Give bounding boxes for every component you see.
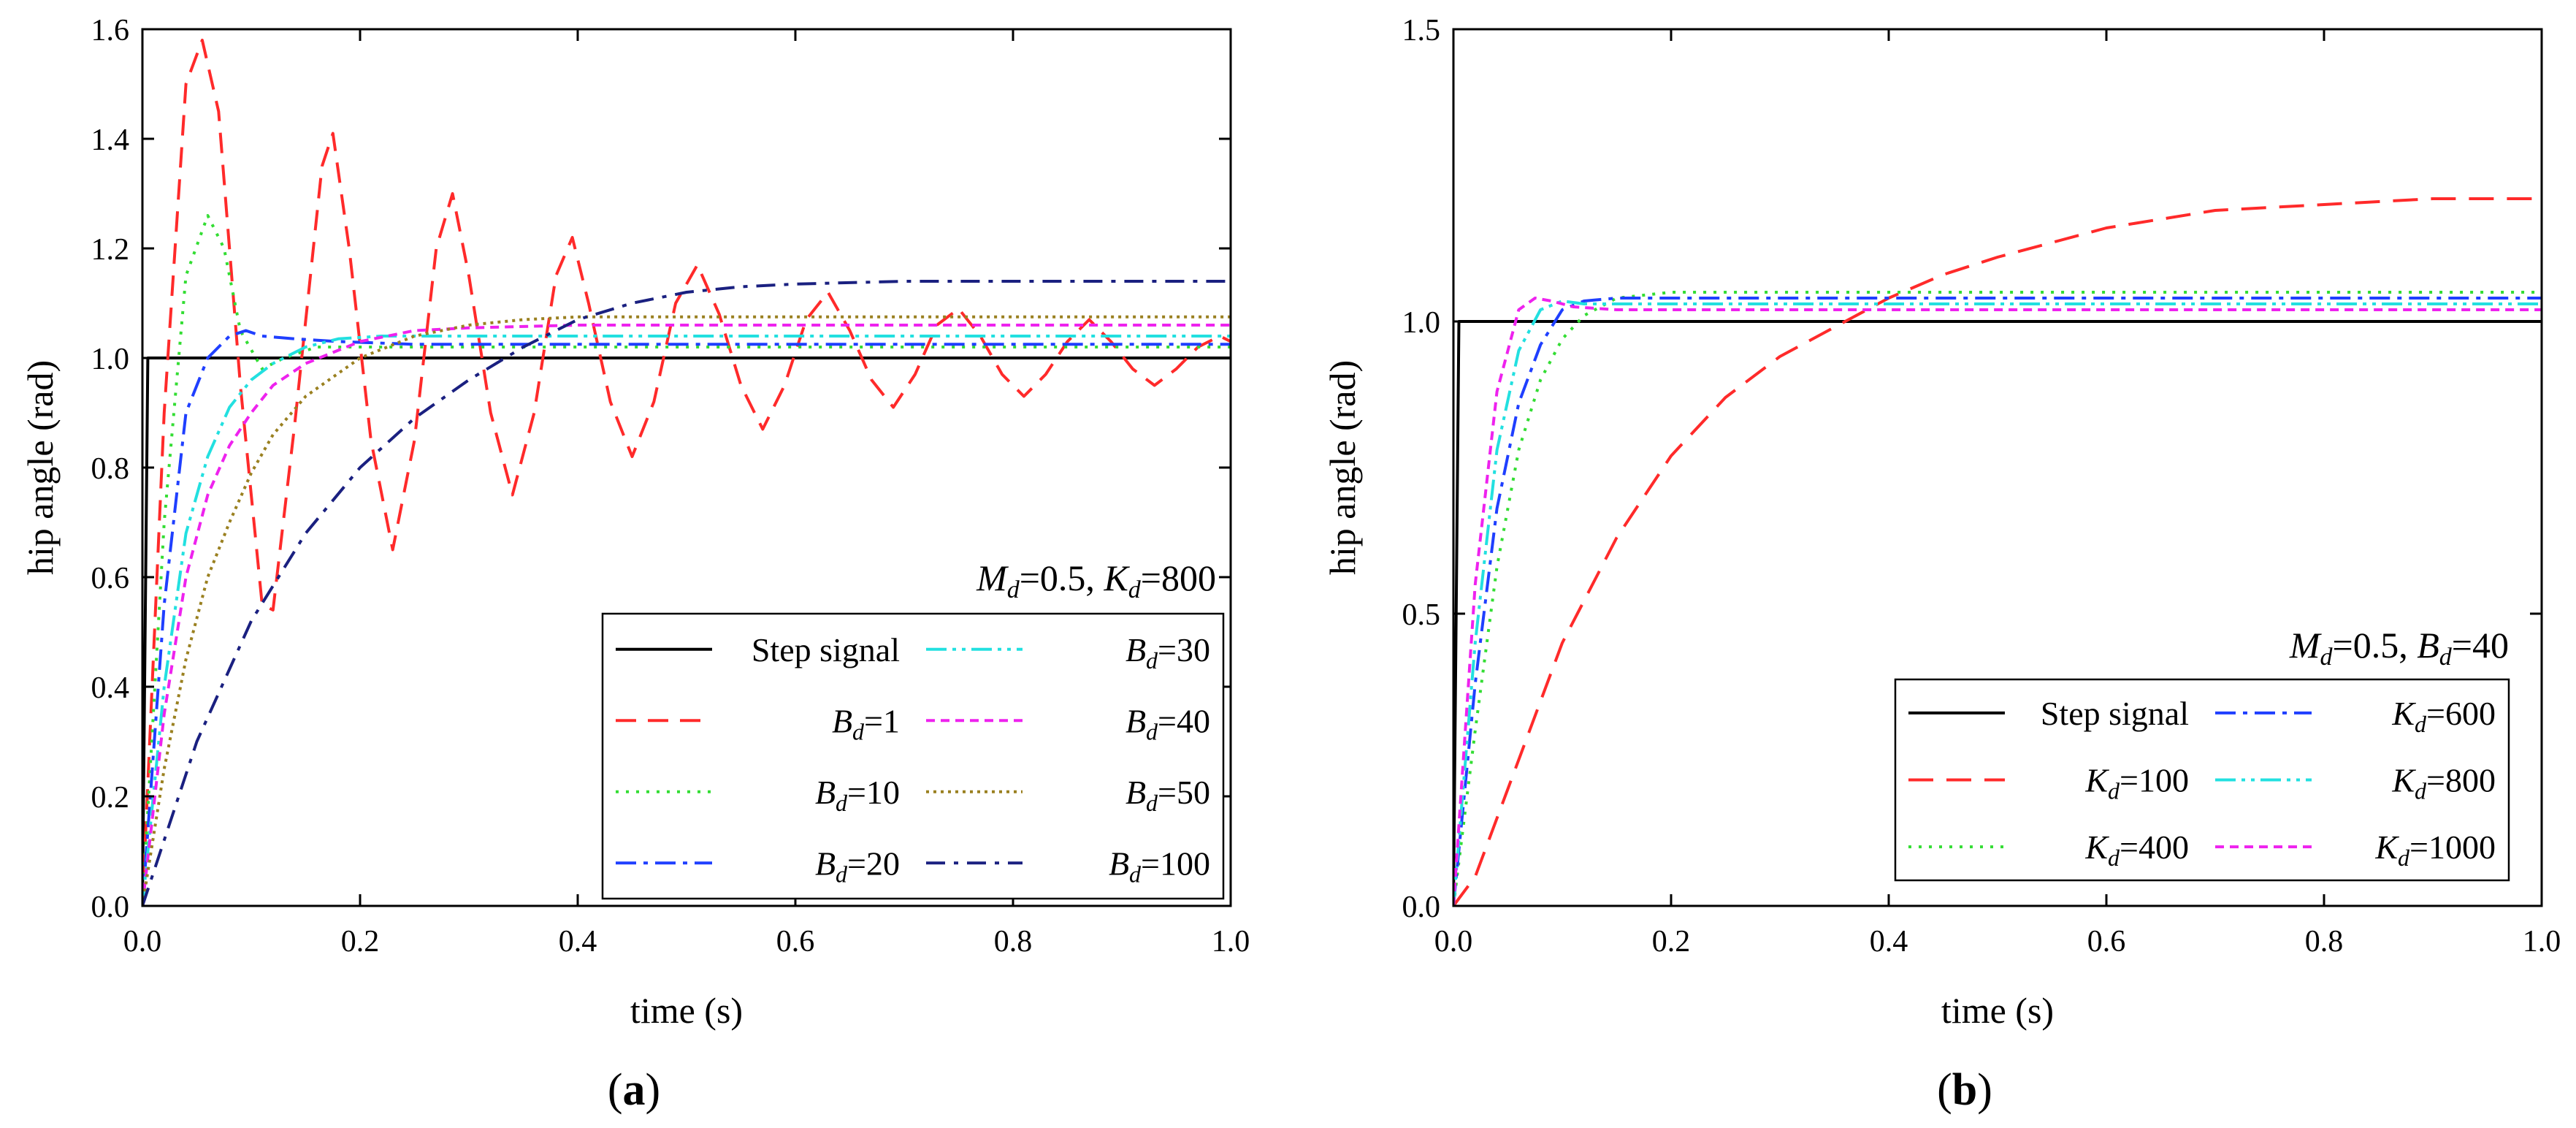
panel-a-xtick-label: 0.6 bbox=[776, 925, 815, 959]
panel-b-legend: Step signal Kd=100 Kd=400 Kd=600 Kd=800 Kd=10… bbox=[1894, 678, 2510, 882]
panel-a-ytick-label: 0.6 bbox=[91, 562, 130, 595]
panel-a-xtick-label: 0.4 bbox=[559, 925, 597, 959]
panel-a-legend-box bbox=[601, 612, 1225, 900]
panel-b-xtick-label: 0.6 bbox=[2087, 925, 2126, 959]
panel-a-ytick-label: 0.4 bbox=[91, 671, 130, 705]
panel-a-legend-label: Bd=40 bbox=[1125, 702, 1210, 744]
panel-a-y-axis-label: hip angle (rad) bbox=[20, 360, 61, 575]
panel-b-series-5 bbox=[1453, 297, 2542, 906]
panel-b-ytick-label: 0.0 bbox=[1402, 891, 1441, 924]
panel-b-legend-label: Kd=800 bbox=[2391, 762, 2496, 804]
panel-a-xtick-label: 0.0 bbox=[123, 925, 162, 959]
panel-b-ytick-label: 1.5 bbox=[1402, 14, 1441, 47]
panel-a-ytick-label: 0.8 bbox=[91, 452, 130, 486]
panel-b-ytick-label: 1.0 bbox=[1402, 306, 1441, 340]
panel-b-x-axis-label: time (s) bbox=[1941, 990, 2054, 1031]
panel-a-series-3 bbox=[142, 329, 1231, 906]
panel-b-xtick-label: 1.0 bbox=[2523, 925, 2561, 959]
panel-a: 0.0 0.2 0.4 0.6 0.8 1.0 0.0 0.2 0.4 0.6 0.8 1.0 1.2 1… bbox=[20, 14, 1250, 1115]
panel-a-ytick-label: 1.2 bbox=[91, 233, 130, 267]
panel-b-xtick-label: 0.2 bbox=[1652, 925, 1691, 959]
panel-a-series-6 bbox=[142, 315, 1231, 906]
panel-b-ticks: 0.0 0.2 0.4 0.6 0.8 1.0 0.0 0.5 1.0 1.5 bbox=[1402, 14, 2561, 959]
panel-a-ticks: 0.0 0.2 0.4 0.6 0.8 1.0 0.0 0.2 0.4 0.6 0.8 1.0 1.2 1… bbox=[91, 14, 1250, 959]
panel-a-series-7 bbox=[142, 280, 1231, 906]
panel-b-legend-label: Kd=100 bbox=[2084, 762, 2189, 804]
panel-a-legend-label: Bd=1 bbox=[832, 702, 900, 744]
panel-b-legend-label: Kd=400 bbox=[2084, 828, 2189, 871]
panel-b-xtick-label: 0.0 bbox=[1434, 925, 1473, 959]
panel-a-xtick-label: 0.8 bbox=[994, 925, 1033, 959]
panel-a-ytick-label: 1.4 bbox=[91, 123, 130, 157]
panel-b-y-axis-label: hip angle (rad) bbox=[1322, 360, 1363, 575]
panel-a-legend-label: Bd=100 bbox=[1109, 845, 1210, 887]
panel-b-xtick-label: 0.8 bbox=[2305, 925, 2344, 959]
panel-b-caption: (b) bbox=[1937, 1065, 1992, 1115]
panel-a-series-1 bbox=[142, 39, 1231, 906]
panel-a-legend-label: Bd=20 bbox=[815, 845, 900, 887]
panel-b-legend-label: Kd=600 bbox=[2391, 695, 2496, 737]
panel-a-legend: Step signal Bd=1 Bd=10 Bd=20 Bd=30 Bd=40 Bd=50… bbox=[601, 612, 1225, 900]
panel-a-ytick-label: 1.6 bbox=[91, 14, 130, 47]
panel-b-series-2 bbox=[1453, 291, 2542, 906]
panel-a-ytick-label: 0.0 bbox=[91, 891, 130, 924]
panel-a-ytick-label: 1.0 bbox=[91, 343, 130, 376]
panel-a-legend-label: Bd=30 bbox=[1125, 631, 1210, 674]
panel-a-annotation: Md=0.5, Kd=800 bbox=[976, 557, 1216, 603]
panel-a-series-4 bbox=[142, 335, 1231, 906]
panel-b-ytick-label: 0.5 bbox=[1402, 598, 1441, 632]
panel-a-legend-label: Bd=50 bbox=[1125, 774, 1210, 816]
panel-b-legend-label: Step signal bbox=[2041, 695, 2189, 732]
panel-b-annotation: Md=0.5, Bd=40 bbox=[2289, 625, 2509, 671]
panel-b: 0.0 0.2 0.4 0.6 0.8 1.00.00.51.01.5 time (s) … bbox=[1322, 14, 2561, 1115]
panel-b-series-4 bbox=[1453, 300, 2542, 906]
panel-b-plot-frame bbox=[1452, 28, 2543, 907]
panel-a-xtick-label: 1.0 bbox=[1212, 925, 1250, 959]
panel-b-legend-label: Kd=1000 bbox=[2374, 828, 2496, 871]
panel-b-series-1 bbox=[1453, 197, 2542, 906]
panel-a-series-2 bbox=[142, 214, 1231, 906]
panel-a-caption: (a) bbox=[608, 1065, 660, 1115]
panel-a-x-axis-label: time (s) bbox=[630, 990, 743, 1031]
panel-a-xtick-label: 0.2 bbox=[341, 925, 380, 959]
panel-a-legend-label: Step signal bbox=[752, 631, 900, 668]
panel-a-legend-label: Bd=10 bbox=[815, 774, 900, 816]
panel-b-xtick-label: 0.4 bbox=[1870, 925, 1908, 959]
panel-a-ytick-label: 0.2 bbox=[91, 781, 130, 815]
panel-a-curves bbox=[142, 39, 1231, 906]
